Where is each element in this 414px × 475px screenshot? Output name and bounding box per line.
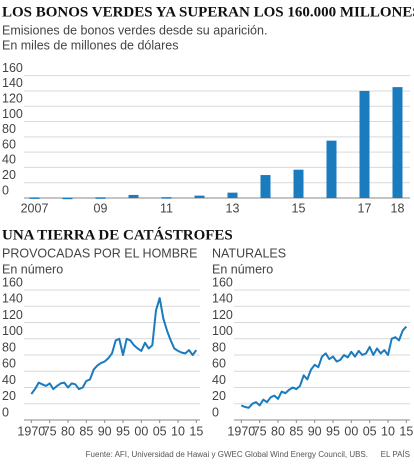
x-tick-label: 95 (116, 424, 130, 438)
x-tick-label: 1970 (17, 424, 45, 438)
y-tick-label: 160 (212, 275, 233, 289)
bar (293, 169, 304, 198)
x-tick-label: 75 (253, 424, 267, 438)
y-tick-label: 20 (2, 389, 16, 403)
y-tick-label: 20 (212, 389, 226, 403)
bar (62, 197, 73, 200)
x-tick-label: 10 (171, 424, 185, 438)
x-tick-label: 09 (94, 201, 108, 215)
x-tick-label: 17 (358, 201, 372, 215)
y-tick-label: 80 (212, 340, 226, 354)
chart-subtitle: Emisiones de bonos verdes desde su apari… (2, 23, 267, 37)
bar (392, 87, 403, 198)
x-tick-label: 2007 (21, 201, 49, 215)
y-tick-label: 40 (2, 153, 16, 167)
x-tick-label: 05 (363, 424, 377, 438)
bar (161, 197, 172, 199)
x-tick-label: 90 (98, 424, 112, 438)
bar (260, 175, 271, 198)
y-tick-label: 120 (212, 308, 233, 322)
y-tick-label: 100 (2, 324, 23, 338)
x-tick-label: 90 (308, 424, 322, 438)
y-tick-label: 100 (212, 324, 233, 338)
y-tick-label: 60 (2, 357, 16, 371)
y-tick-label: 60 (212, 357, 226, 371)
chart-title: NATURALES (212, 246, 286, 260)
x-tick-label: 10 (381, 424, 395, 438)
y-tick-label: 0 (2, 405, 9, 419)
x-tick-label: 00 (344, 424, 358, 438)
x-tick-label: 1970 (227, 424, 255, 438)
bar (227, 192, 238, 198)
y-tick-label: 0 (212, 405, 219, 419)
y-tick-label: 40 (2, 373, 16, 387)
chart-subtitle: En número (2, 262, 63, 276)
y-tick-label: 40 (212, 373, 226, 387)
line (240, 325, 408, 409)
line (30, 297, 198, 395)
bar (29, 197, 40, 199)
x-tick-label: 00 (134, 424, 148, 438)
y-tick-label: 140 (2, 292, 23, 306)
y-tick-label: 120 (2, 92, 23, 106)
unit-label: En miles de millones de dólares (2, 38, 178, 52)
y-tick-label: 80 (2, 340, 16, 354)
x-tick-label: 05 (153, 424, 167, 438)
y-tick-label: 80 (2, 122, 16, 136)
x-tick-label: 80 (61, 424, 75, 438)
y-tick-label: 0 (2, 183, 9, 197)
y-tick-label: 60 (2, 137, 16, 151)
bar (95, 197, 106, 199)
y-tick-label: 100 (2, 107, 23, 121)
y-tick-label: 140 (2, 76, 23, 90)
x-tick-label: 11 (160, 201, 173, 215)
brand: EL PAÍS (381, 450, 410, 459)
bar (194, 195, 205, 198)
x-tick-label: 15 (399, 424, 413, 438)
y-tick-label: 160 (2, 61, 23, 75)
bar (359, 90, 370, 198)
x-tick-label: 18 (391, 201, 405, 215)
x-tick-label: 13 (226, 201, 240, 215)
y-tick-label: 120 (2, 308, 23, 322)
chart-title: PROVOCADAS POR EL HOMBRE (2, 246, 197, 260)
chart-subtitle: En número (212, 262, 273, 276)
x-tick-label: 15 (189, 424, 203, 438)
x-tick-label: 95 (326, 424, 340, 438)
chart-title: LOS BONOS VERDES YA SUPERAN LOS 160.000 … (2, 4, 414, 20)
x-tick-label: 75 (43, 424, 57, 438)
y-tick-label: 140 (212, 292, 233, 306)
x-tick-label: 85 (79, 424, 93, 438)
bar (128, 194, 139, 198)
x-tick-label: 85 (289, 424, 303, 438)
x-tick-label: 15 (292, 201, 306, 215)
source: Fuente: AFI, Universidad de Hawai y GWEC… (86, 450, 368, 459)
x-tick-label: 80 (271, 424, 285, 438)
y-tick-label: 20 (2, 168, 16, 182)
y-tick-label: 160 (2, 275, 23, 289)
section-title: UNA TIERRA DE CATÁSTROFES (2, 226, 233, 243)
bar (326, 140, 337, 198)
